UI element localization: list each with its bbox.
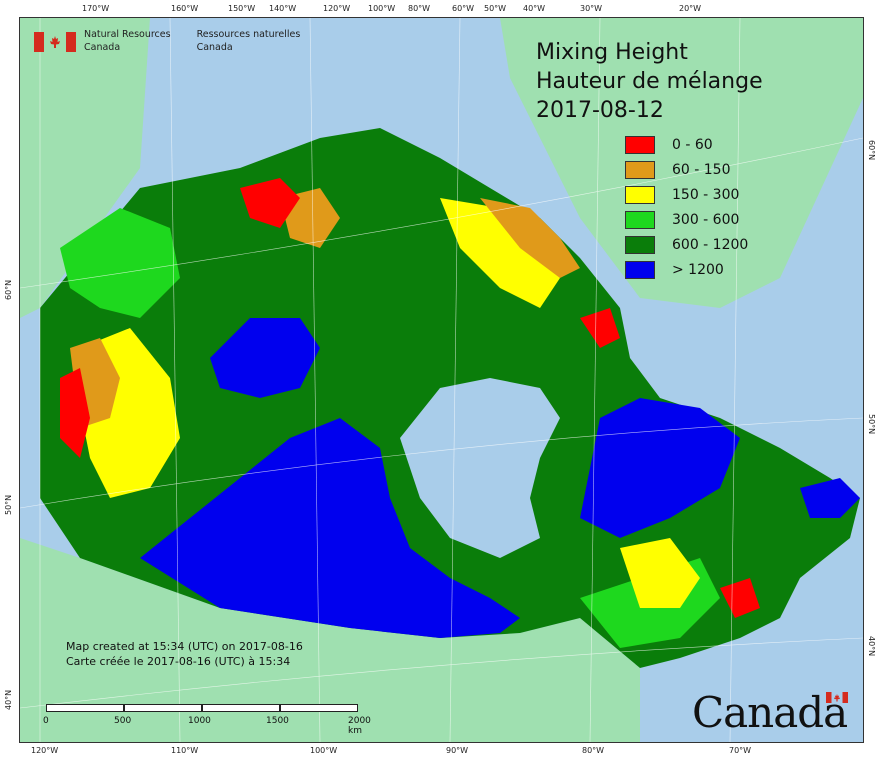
map-credits: Map created at 15:34 (UTC) on 2017-08-16… bbox=[66, 639, 303, 669]
canada-wordmark: Canada bbox=[692, 688, 848, 737]
agency-name-en: Natural Resources Canada bbox=[84, 29, 171, 53]
legend-item: 300 - 600 bbox=[625, 207, 748, 232]
legend-item: 600 - 1200 bbox=[625, 232, 748, 257]
legend-swatch bbox=[625, 135, 655, 154]
graticule-top-label: 30°W bbox=[580, 4, 603, 13]
graticule-top-label: 140°W bbox=[269, 4, 297, 13]
legend-label: 60 - 150 bbox=[672, 161, 731, 178]
legend-label: 150 - 300 bbox=[672, 186, 740, 203]
graticule-bottom-label: 100°W bbox=[310, 746, 338, 755]
legend-swatch bbox=[625, 260, 655, 279]
nrcan-signature: Natural Resources Canada Ressources natu… bbox=[34, 28, 300, 62]
legend-label: 300 - 600 bbox=[672, 211, 740, 228]
scale-label: 1500 bbox=[266, 716, 289, 726]
legend-swatch bbox=[625, 160, 655, 179]
greenland-land bbox=[500, 18, 863, 308]
graticule-bottom-label: 120°W bbox=[31, 746, 59, 755]
yellow-north bbox=[440, 198, 560, 308]
blue-north-region bbox=[210, 318, 320, 398]
usa-land bbox=[20, 538, 640, 742]
hudson-bay bbox=[400, 378, 560, 558]
scale-segment bbox=[124, 704, 202, 712]
map-svg bbox=[20, 18, 863, 742]
graticule-left-label: 60°N bbox=[4, 279, 13, 300]
scale-label: 1000 bbox=[188, 716, 211, 726]
legend-label: > 1200 bbox=[672, 261, 724, 278]
graticule-top-label: 60°W bbox=[452, 4, 475, 13]
scale-label: 2000 km bbox=[348, 716, 371, 736]
legend-item: 0 - 60 bbox=[625, 132, 748, 157]
legend-item: 150 - 300 bbox=[625, 182, 748, 207]
alaska-land bbox=[20, 18, 150, 318]
legend-swatch bbox=[625, 235, 655, 254]
orange-arctic bbox=[480, 198, 580, 278]
graticule-top-label: 120°W bbox=[323, 4, 351, 13]
red-coast bbox=[60, 368, 90, 458]
legend-label: 600 - 1200 bbox=[672, 236, 749, 253]
graticule-top-label: 20°W bbox=[679, 4, 702, 13]
graticule-top-label: 170°W bbox=[82, 4, 110, 13]
red-labrador bbox=[580, 308, 620, 348]
canada-flag-icon bbox=[34, 32, 76, 52]
graticule-bottom-label: 80°W bbox=[582, 746, 605, 755]
title-date: 2017-08-12 bbox=[536, 98, 664, 123]
green-west bbox=[60, 208, 180, 318]
graticule-left-label: 50°N bbox=[4, 494, 13, 515]
graticule-bottom-label: 110°W bbox=[171, 746, 199, 755]
map-title: Mixing Height Hauteur de mélange 2017-08… bbox=[536, 38, 763, 125]
red-arctic bbox=[240, 178, 300, 228]
graticule-top-label: 80°W bbox=[408, 4, 431, 13]
scale-segment bbox=[202, 704, 280, 712]
scale-bar: 0 500 1000 1500 2000 km bbox=[43, 704, 371, 736]
title-fr: Hauteur de mélange bbox=[536, 69, 763, 94]
graticule-bottom-label: 70°W bbox=[729, 746, 752, 755]
legend-item: 60 - 150 bbox=[625, 157, 748, 182]
graticule-right-label: 40°N bbox=[867, 636, 876, 657]
yellow-east bbox=[620, 538, 700, 608]
graticule-top-label: 160°W bbox=[171, 4, 199, 13]
wordmark-flag-icon bbox=[826, 692, 848, 703]
title-en: Mixing Height bbox=[536, 40, 688, 65]
red-maritimes bbox=[720, 578, 760, 618]
graticule-top-label: 40°W bbox=[523, 4, 546, 13]
blue-prairies bbox=[140, 418, 520, 638]
graticule-right-label: 60°N bbox=[867, 140, 876, 161]
credit-fr: Carte créée le 2017-08-16 (UTC) à 15:34 bbox=[66, 655, 291, 668]
blue-nova-scotia bbox=[800, 478, 860, 518]
scale-segment bbox=[46, 704, 124, 712]
graticule-top-label: 50°W bbox=[484, 4, 507, 13]
graticule-top-label: 150°W bbox=[228, 4, 256, 13]
scale-label: 500 bbox=[114, 716, 132, 726]
graticule-left-label: 40°N bbox=[4, 689, 13, 710]
map-canvas[interactable] bbox=[19, 17, 864, 743]
legend-swatch bbox=[625, 210, 655, 229]
blue-quebec bbox=[580, 398, 740, 538]
credit-en: Map created at 15:34 (UTC) on 2017-08-16 bbox=[66, 640, 303, 653]
graticule-bottom-label: 90°W bbox=[446, 746, 469, 755]
legend-label: 0 - 60 bbox=[672, 136, 713, 153]
graticule-lines bbox=[20, 18, 863, 742]
legend-item: > 1200 bbox=[625, 257, 748, 282]
agency-name-fr: Ressources naturelles Canada bbox=[196, 29, 301, 53]
legend-swatch bbox=[625, 185, 655, 204]
graticule-top-label: 100°W bbox=[368, 4, 396, 13]
scale-label: 0 bbox=[43, 716, 49, 726]
scale-segment bbox=[280, 704, 358, 712]
legend: 0 - 60 60 - 150 150 - 300 300 - 600 600 … bbox=[625, 132, 748, 282]
graticule-right-label: 50°N bbox=[867, 414, 876, 435]
